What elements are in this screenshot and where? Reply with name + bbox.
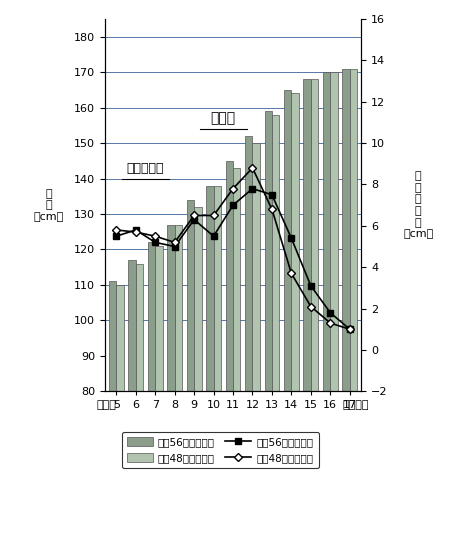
昭和48年度生まれ: [269, 206, 275, 212]
昭和48年度生まれ: [152, 233, 158, 239]
平成56年度生まれ: [347, 326, 353, 333]
Bar: [284, 90, 291, 549]
昭和48年度生まれ: [308, 303, 314, 310]
Text: 年間発育量: 年間発育量: [127, 162, 164, 175]
Bar: [116, 285, 124, 549]
昭和48年度生まれ: [347, 326, 353, 333]
平成56年度生まれ: [191, 216, 197, 223]
Bar: [323, 72, 330, 549]
Bar: [245, 136, 253, 549]
昭和48年度生まれ: [133, 229, 139, 236]
平成56年度生まれ: [230, 202, 236, 209]
昭和48年度生まれ: [289, 270, 294, 277]
Line: 平成56年度生まれ: 平成56年度生まれ: [113, 186, 353, 332]
平成56年度生まれ: [289, 235, 294, 242]
Text: （歳時）: （歳時）: [342, 400, 369, 410]
Bar: [194, 207, 202, 549]
Bar: [304, 79, 311, 549]
Bar: [148, 243, 155, 549]
平成56年度生まれ: [327, 310, 333, 316]
Bar: [213, 186, 221, 549]
Bar: [330, 72, 338, 549]
Bar: [109, 282, 116, 549]
Bar: [272, 115, 279, 549]
平成56年度生まれ: [211, 233, 216, 239]
Bar: [128, 260, 136, 549]
昭和48年度生まれ: [250, 165, 255, 171]
昭和48年度生まれ: [191, 212, 197, 219]
Y-axis label: 身
長
（cm）: 身 長 （cm）: [34, 188, 64, 222]
昭和48年度生まれ: [327, 320, 333, 326]
昭和48年度生まれ: [113, 227, 119, 233]
平成56年度生まれ: [152, 239, 158, 246]
Bar: [350, 69, 357, 549]
Y-axis label: 年
間
発
育
量
（cm）: 年 間 発 育 量 （cm）: [403, 171, 433, 239]
平成56年度生まれ: [172, 243, 177, 250]
Line: 昭和48年度生まれ: 昭和48年度生まれ: [113, 165, 353, 332]
平成56年度生まれ: [308, 283, 314, 289]
Text: 身　長: 身 長: [211, 111, 236, 125]
Bar: [233, 168, 241, 549]
平成56年度生まれ: [113, 233, 119, 239]
Bar: [167, 225, 175, 549]
Bar: [226, 161, 233, 549]
Bar: [264, 111, 272, 549]
Bar: [311, 79, 318, 549]
Bar: [175, 225, 182, 549]
平成56年度生まれ: [133, 227, 139, 233]
Bar: [187, 200, 194, 549]
昭和48年度生まれ: [230, 186, 236, 192]
平成56年度生まれ: [250, 186, 255, 192]
Bar: [253, 143, 260, 549]
Bar: [136, 264, 143, 549]
Bar: [155, 246, 163, 549]
Legend: 平成56年度生まれ, 昭和48年度生まれ, 平成56年度生まれ, 昭和48年度生まれ: 平成56年度生まれ, 昭和48年度生まれ, 平成56年度生まれ, 昭和48年度生…: [121, 432, 319, 468]
Bar: [342, 69, 350, 549]
Bar: [291, 93, 299, 549]
昭和48年度生まれ: [172, 239, 177, 246]
Bar: [206, 186, 213, 549]
Text: （歳）: （歳）: [97, 400, 117, 410]
平成56年度生まれ: [269, 192, 275, 198]
昭和48年度生まれ: [211, 212, 216, 219]
